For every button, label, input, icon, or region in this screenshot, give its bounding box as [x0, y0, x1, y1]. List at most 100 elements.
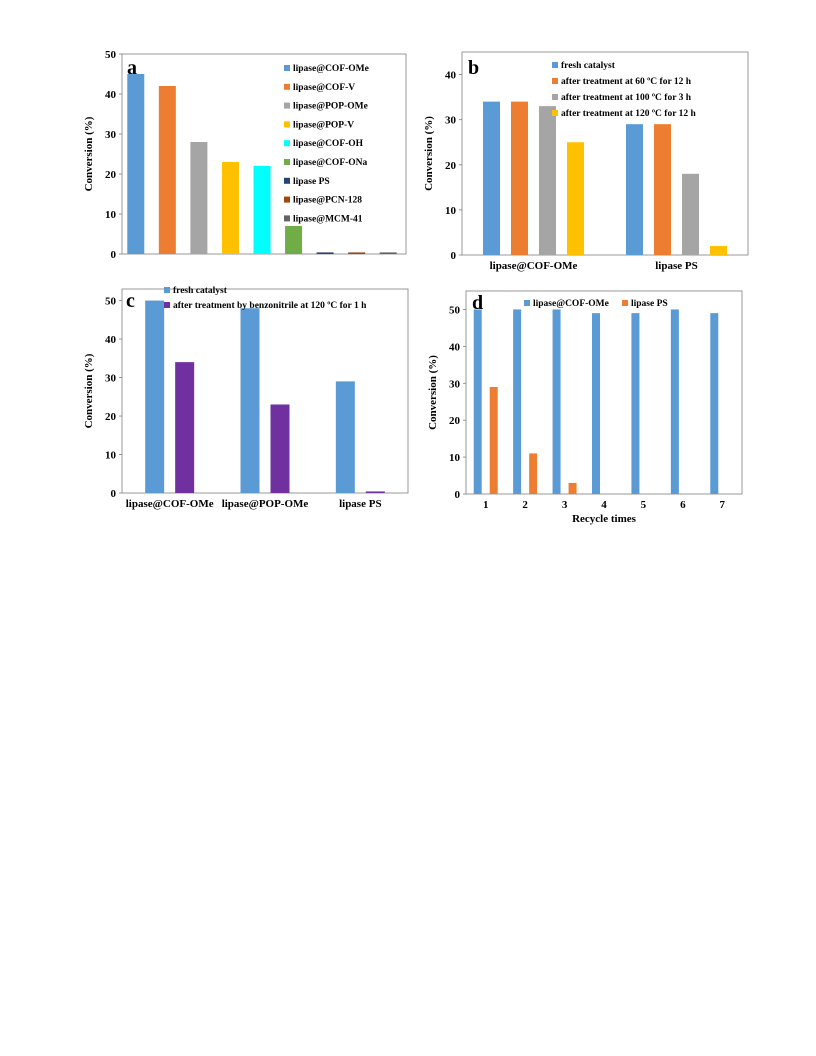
legend-label: lipase@COF-ONa [293, 158, 368, 168]
y-tick-label: 30 [449, 378, 461, 390]
x-tick-label: 5 [641, 499, 647, 511]
legend-label: after treatment at 100 ºC for 3 h [561, 93, 692, 103]
bar-d-0-1 [489, 386, 498, 494]
legend-label: lipase@COF-OMe [533, 299, 609, 309]
legend-swatch [552, 62, 558, 68]
bar-lipase-cof-oh [253, 166, 271, 254]
legend-label: lipase PS [293, 177, 330, 187]
y-tick-label: 20 [445, 160, 457, 172]
bar-b-0-1 [511, 101, 528, 255]
bar-d-2-1 [568, 482, 577, 494]
bar-d-1-0 [513, 309, 522, 494]
x-axis-label: Recycle times [572, 513, 637, 525]
y-tick-label: 10 [105, 209, 117, 221]
legend-label: lipase@POP-OMe [293, 102, 368, 112]
legend-label: after treatment at 120 ºC for 12 h [561, 109, 696, 119]
bar-lipase-pcn-128 [348, 252, 366, 254]
y-tick-label: 50 [105, 296, 117, 308]
x-tick-label: lipase@COF-OMe [126, 498, 214, 510]
legend-swatch [284, 83, 290, 90]
legend-label: fresh catalyst [561, 61, 616, 71]
legend-swatch [622, 300, 628, 306]
bar-c-1-0 [240, 308, 260, 493]
y-tick-label: 40 [449, 341, 461, 353]
legend-label: fresh catalyst [173, 286, 228, 296]
bar-b-0-3 [567, 142, 584, 255]
legend-swatch [552, 78, 558, 84]
legend-swatch [284, 65, 290, 71]
chart-b-svg: 0 10 20 30 40 Conversion (%) lipase@COF-OMe lip… [423, 51, 749, 272]
legend-swatch [284, 140, 290, 147]
plot-frame [465, 290, 743, 495]
legend-label: lipase@MCM-41 [293, 214, 363, 224]
chart-panel-c: 0 10 20 30 40 50 Conversion (%) lipase@COF-OMe l… [76, 283, 410, 518]
bar-b-1-3 [710, 245, 727, 255]
bar-c-0-0 [145, 300, 165, 493]
x-tick-label: lipase@POP-OMe [222, 498, 309, 510]
x-tick-label: 2 [522, 499, 528, 511]
y-tick-label: 50 [105, 49, 117, 61]
bar-d-6-0 [710, 313, 719, 494]
legend-swatch [284, 215, 290, 222]
y-tick-label: 10 [445, 205, 457, 217]
bar-d-0-0 [473, 309, 482, 494]
bar-d-4-0 [631, 313, 640, 494]
panel-label: a [127, 57, 137, 79]
plot-frame [461, 51, 749, 256]
bar-b-0-2 [539, 106, 556, 255]
y-tick-label: 30 [105, 373, 117, 385]
bar-lipase-pop-ome [190, 142, 208, 254]
bar-b-1-0 [626, 124, 643, 255]
bar-lipase-mcm-41 [379, 252, 397, 254]
bar-d-5-0 [670, 309, 679, 494]
panel-label: d [472, 292, 483, 314]
legend-label: lipase@COF-OH [293, 139, 364, 149]
legend-swatch [164, 287, 170, 293]
y-tick-label: 0 [451, 250, 457, 262]
y-tick-label: 20 [105, 169, 117, 181]
bar-c-0-1 [175, 362, 195, 493]
y-tick-label: 0 [111, 249, 117, 261]
chart-a-svg: 0 10 20 30 40 50 Conversion (%) lipase@COF-OMe l… [83, 49, 407, 261]
legend-swatch [284, 121, 290, 128]
legend-swatch [524, 300, 530, 306]
legend-label: lipase@POP-V [293, 120, 354, 130]
y-axis-label: Conversion (%) [423, 116, 435, 191]
y-tick-label: 0 [455, 489, 461, 501]
x-tick-label: 7 [720, 499, 726, 511]
y-axis-label: Conversion (%) [427, 355, 439, 430]
y-tick-label: 40 [105, 334, 117, 346]
chart-c-svg: 0 10 20 30 40 50 Conversion (%) lipase@COF-OMe l… [83, 286, 409, 510]
y-tick-label: 30 [105, 129, 117, 141]
chart-d-svg: 0 10 20 30 40 50 Conversion (%) 1 2 3 4 5 6 7 Recycle … [427, 290, 743, 525]
legend-swatch [552, 110, 558, 116]
legend-label: lipase@COF-V [293, 83, 355, 93]
x-tick-label: lipase PS [339, 498, 381, 510]
legend-swatch [284, 177, 290, 184]
bar-lipase-cof-v [158, 86, 176, 254]
bar-d-3-0 [592, 313, 600, 494]
x-tick-label: 6 [680, 499, 686, 511]
x-tick-label: 4 [601, 499, 607, 511]
bar-lipase-cof-ona [285, 226, 303, 254]
x-tick-label: 3 [562, 499, 568, 511]
y-tick-label: 50 [449, 304, 461, 316]
bar-d-1-1 [529, 453, 538, 494]
legend-swatch [284, 196, 290, 203]
y-tick-label: 20 [105, 411, 117, 423]
plot-frame [121, 288, 409, 494]
legend-swatch [164, 302, 170, 308]
x-tick-label: lipase PS [655, 260, 697, 272]
bar-lipase-ps [316, 252, 334, 254]
y-tick-label: 10 [105, 450, 117, 462]
legend-label: lipase@COF-OMe [293, 64, 369, 74]
y-tick-label: 20 [449, 415, 461, 427]
legend-swatch [284, 159, 290, 165]
legend-label: lipase@PCN-128 [293, 196, 362, 206]
y-axis-label: Conversion (%) [83, 353, 95, 428]
legend-label: after treatment at 60 ºC for 12 h [561, 77, 692, 87]
bar-lipase-cof-ome [127, 74, 145, 254]
bar-b-1-2 [682, 173, 699, 255]
bar-c-2-1 [365, 491, 385, 493]
chart-panel-d: 0 10 20 30 40 50 Conversion (%) 1 2 3 4 5 6 7 Recycle … [422, 283, 752, 533]
